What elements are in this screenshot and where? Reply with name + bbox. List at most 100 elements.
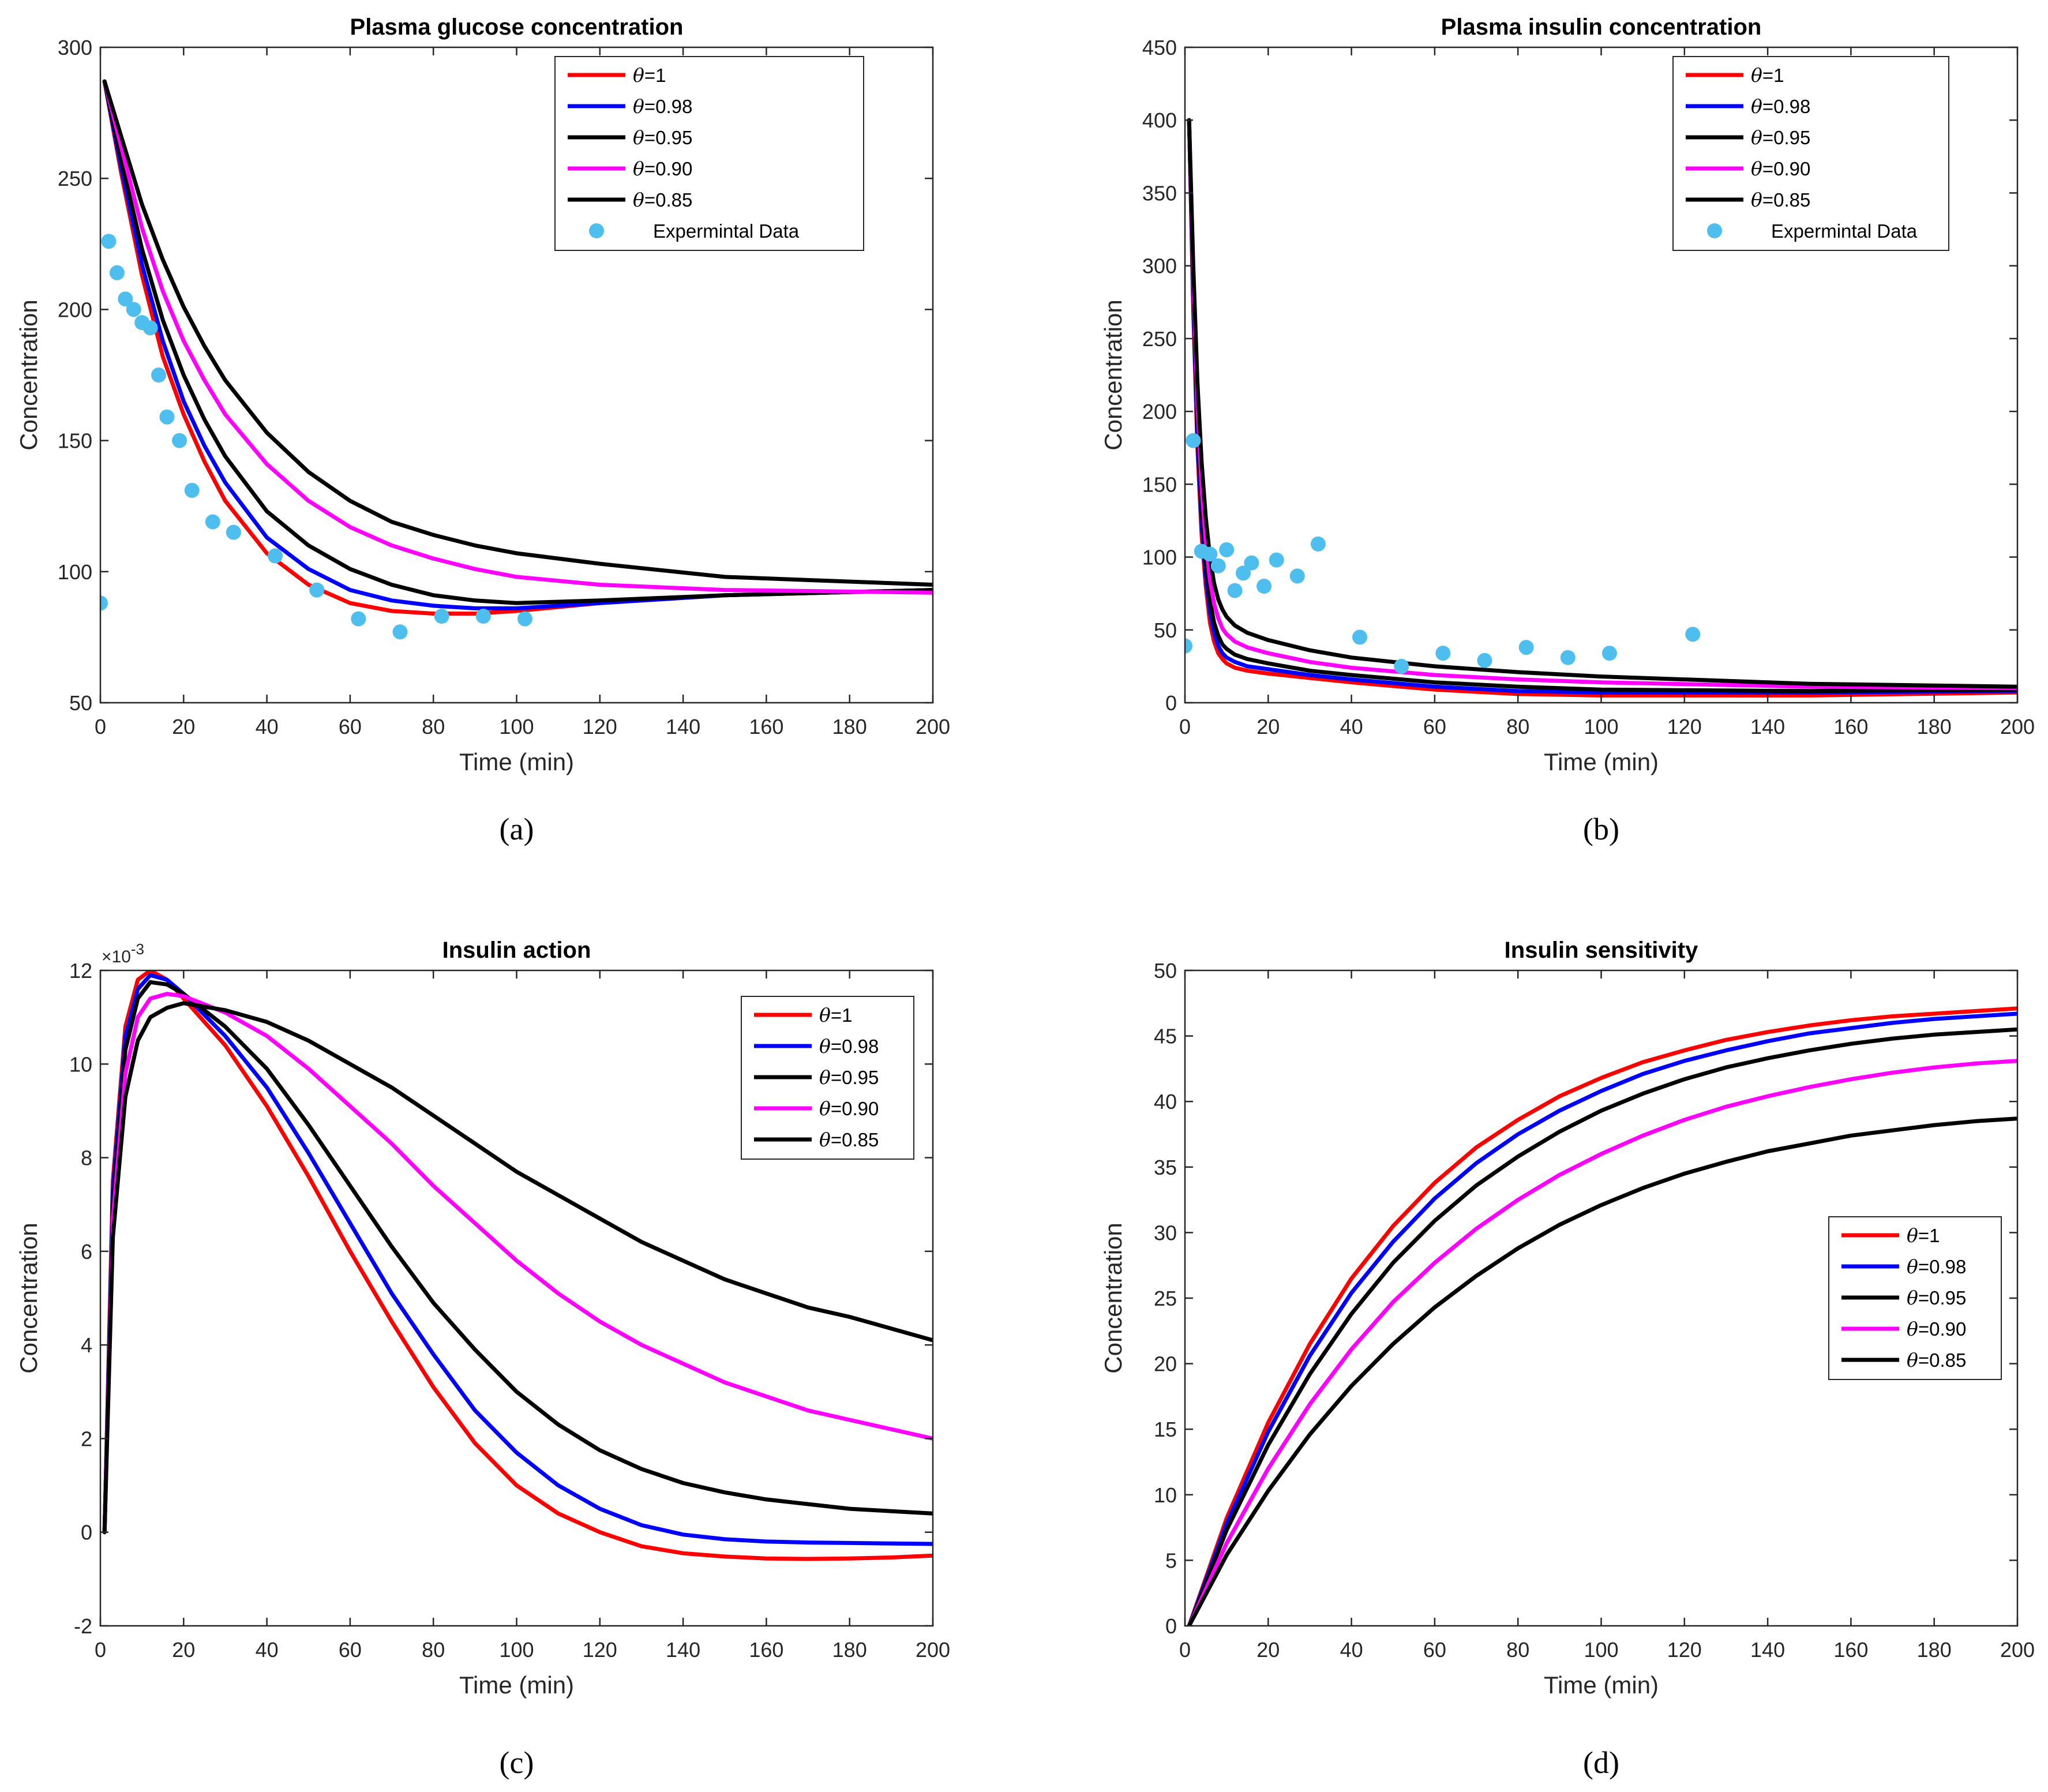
panel-c: 0 20 40 60 80 100 120 140 160 180 200-2024681012×1… [15, 938, 950, 1780]
legend-item: θ=0.95 [1841, 1287, 1966, 1309]
series-line-4 [1187, 118, 2017, 689]
legend-label: θ=0.98 [819, 1035, 879, 1058]
x-tick-label: 140 [666, 1638, 700, 1662]
y-tick-label: 40 [1154, 1090, 1177, 1114]
legend-marker [1707, 223, 1722, 238]
x-tick-label: 180 [1917, 1638, 1952, 1662]
x-tick-label: 140 [666, 715, 700, 738]
series-line-1 [1187, 1011, 2017, 1626]
y-tick-label: 50 [1154, 618, 1177, 642]
x-tick-label: 0 [1179, 715, 1191, 738]
legend-label: θ=0.95 [1751, 126, 1810, 149]
x-tick-label: 60 [1423, 1638, 1446, 1662]
y-tick-label: -2 [74, 1614, 92, 1638]
y-tick-label: 45 [1154, 1025, 1177, 1048]
x-axis-label: Time (min) [459, 1671, 574, 1699]
data-point [118, 291, 133, 307]
data-point [434, 609, 449, 624]
y-exponent-label: ×10-3 [102, 940, 144, 966]
data-point [1394, 658, 1409, 674]
legend-item: θ=0.85 [568, 189, 692, 211]
y-tick-label: 450 [1142, 36, 1177, 59]
y-tick-label: 100 [1142, 546, 1177, 569]
x-tick-label: 100 [499, 715, 534, 738]
series-line-3 [102, 79, 933, 595]
x-tick-label: 200 [2000, 715, 2035, 738]
y-tick-label: 200 [1142, 400, 1177, 423]
series-line-1 [102, 973, 933, 1546]
series-line-2 [102, 980, 933, 1535]
y-axis-label: Concentration [15, 299, 42, 451]
y-tick-label: 35 [1154, 1156, 1177, 1179]
data-point [1210, 558, 1226, 573]
y-tick-label: 12 [69, 959, 92, 983]
series-group [1187, 1006, 2017, 1626]
x-tick-label: 40 [1340, 715, 1363, 738]
y-axis-label: Concentration [15, 1223, 42, 1374]
data-point [1256, 579, 1272, 594]
legend-item: θ=0.98 [754, 1035, 879, 1058]
series-group [1185, 118, 2017, 698]
x-tick-label: 0 [1179, 1638, 1191, 1662]
legend-label: θ=0.98 [1907, 1255, 1966, 1278]
legend-item: θ=0.98 [1686, 95, 1810, 118]
series-line-2 [1187, 1027, 2017, 1626]
data-point [1289, 568, 1305, 584]
legend-label: θ=0.98 [1751, 95, 1810, 118]
panel-a: 0 20 40 60 80 100 120 140 160 180 200 50 100 150 200 25… [15, 14, 950, 846]
y-tick-label: 0 [81, 1521, 92, 1544]
x-tick-label: 120 [583, 1638, 617, 1662]
x-tick-label: 100 [499, 1638, 534, 1662]
legend-item: θ=0.98 [568, 95, 692, 118]
x-axis-label: Time (min) [1544, 1671, 1659, 1699]
legend-label: θ=0.95 [633, 126, 692, 149]
data-point [1236, 565, 1251, 581]
chart-title: Plasma insulin concentration [1441, 14, 1762, 40]
y-tick-label: 250 [1142, 327, 1177, 351]
legend-item: θ=0.90 [1841, 1318, 1966, 1340]
panel-caption: (a) [500, 812, 534, 846]
data-point [517, 611, 532, 627]
y-tick-label: 15 [1154, 1418, 1177, 1441]
data-point [172, 433, 187, 448]
x-tick-label: 160 [749, 1638, 783, 1662]
y-axis-label: Concentration [1100, 299, 1127, 451]
data-point [159, 409, 175, 425]
x-tick-label: 100 [1584, 1638, 1618, 1662]
y-tick-label: 5 [1165, 1549, 1177, 1572]
data-point [309, 582, 325, 598]
x-tick-label: 60 [1423, 715, 1446, 738]
data-point [268, 548, 283, 564]
y-tick-label: 10 [69, 1052, 92, 1076]
legend-item: θ=1 [1841, 1224, 1940, 1247]
data-point [1244, 555, 1259, 571]
x-tick-label: 80 [422, 715, 445, 738]
x-axis-label: Time (min) [459, 748, 574, 775]
legend-item: θ=0.85 [754, 1129, 879, 1151]
legend-item: θ=0.85 [1686, 189, 1810, 211]
x-tick-label: 40 [256, 1638, 279, 1662]
data-point [1269, 552, 1284, 568]
legend-item: θ=0.95 [568, 126, 692, 149]
legend-label: Expermintal Data [653, 220, 800, 242]
x-tick-label: 20 [172, 1638, 195, 1662]
series-line-0 [102, 970, 933, 1561]
y-tick-label: 250 [58, 167, 92, 190]
x-tick-label: 120 [1667, 1638, 1702, 1662]
y-tick-label: 30 [1154, 1221, 1177, 1244]
series-line-0 [1187, 1006, 2017, 1626]
legend-label: θ=0.85 [819, 1129, 879, 1151]
y-axis-label: Concentration [1100, 1223, 1127, 1374]
panel-caption: (b) [1583, 812, 1619, 846]
x-tick-label: 120 [583, 715, 617, 738]
y-tick-label: 50 [69, 691, 92, 715]
data-point [226, 524, 241, 540]
x-tick-label: 200 [916, 1638, 950, 1662]
legend-label: θ=1 [633, 64, 666, 87]
legend-item: θ=0.90 [568, 158, 692, 180]
legend-label: θ=0.85 [633, 189, 692, 211]
series-line-4 [102, 1001, 933, 1535]
x-tick-label: 40 [1340, 1638, 1363, 1662]
y-tick-label: 300 [58, 36, 92, 59]
